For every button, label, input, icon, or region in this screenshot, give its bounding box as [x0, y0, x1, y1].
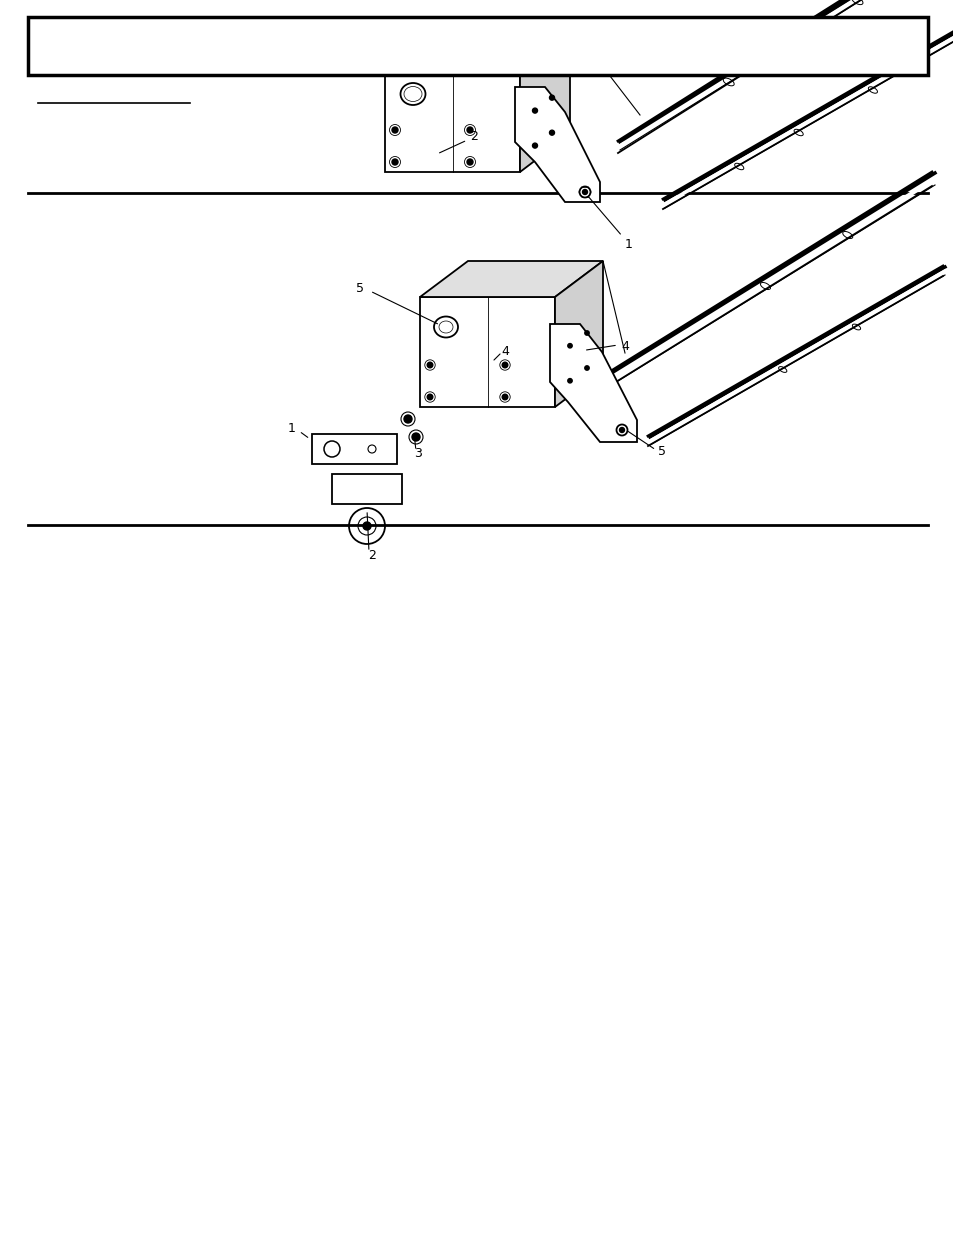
- Circle shape: [363, 522, 371, 530]
- Circle shape: [392, 159, 397, 165]
- Text: 5: 5: [658, 446, 665, 458]
- Text: 2: 2: [368, 550, 375, 562]
- Circle shape: [467, 127, 473, 133]
- Circle shape: [467, 159, 473, 165]
- Circle shape: [392, 127, 397, 133]
- Text: 4: 4: [620, 341, 628, 353]
- Polygon shape: [332, 474, 401, 504]
- Polygon shape: [419, 261, 602, 296]
- Circle shape: [618, 427, 624, 432]
- Circle shape: [549, 95, 554, 100]
- Polygon shape: [550, 324, 637, 442]
- Circle shape: [403, 415, 412, 424]
- Bar: [28, 17, 927, 75]
- Circle shape: [501, 394, 507, 400]
- Text: 5: 5: [355, 283, 364, 295]
- Polygon shape: [515, 86, 599, 203]
- Text: 3: 3: [414, 447, 421, 461]
- Text: 2: 2: [439, 131, 477, 153]
- Bar: [419, 296, 555, 408]
- Text: 1: 1: [288, 422, 295, 436]
- Polygon shape: [555, 261, 602, 408]
- Circle shape: [567, 343, 572, 348]
- Circle shape: [427, 362, 433, 368]
- Circle shape: [427, 394, 433, 400]
- Circle shape: [584, 366, 589, 370]
- Circle shape: [532, 109, 537, 114]
- Text: 4: 4: [500, 346, 508, 358]
- Circle shape: [501, 362, 507, 368]
- Bar: [385, 62, 519, 172]
- Circle shape: [584, 331, 589, 335]
- Circle shape: [412, 433, 419, 441]
- Circle shape: [532, 143, 537, 148]
- Text: 1: 1: [588, 198, 632, 251]
- Polygon shape: [385, 23, 569, 62]
- Polygon shape: [519, 23, 569, 172]
- Circle shape: [549, 130, 554, 135]
- Circle shape: [582, 189, 587, 194]
- Polygon shape: [312, 433, 396, 464]
- Circle shape: [567, 379, 572, 383]
